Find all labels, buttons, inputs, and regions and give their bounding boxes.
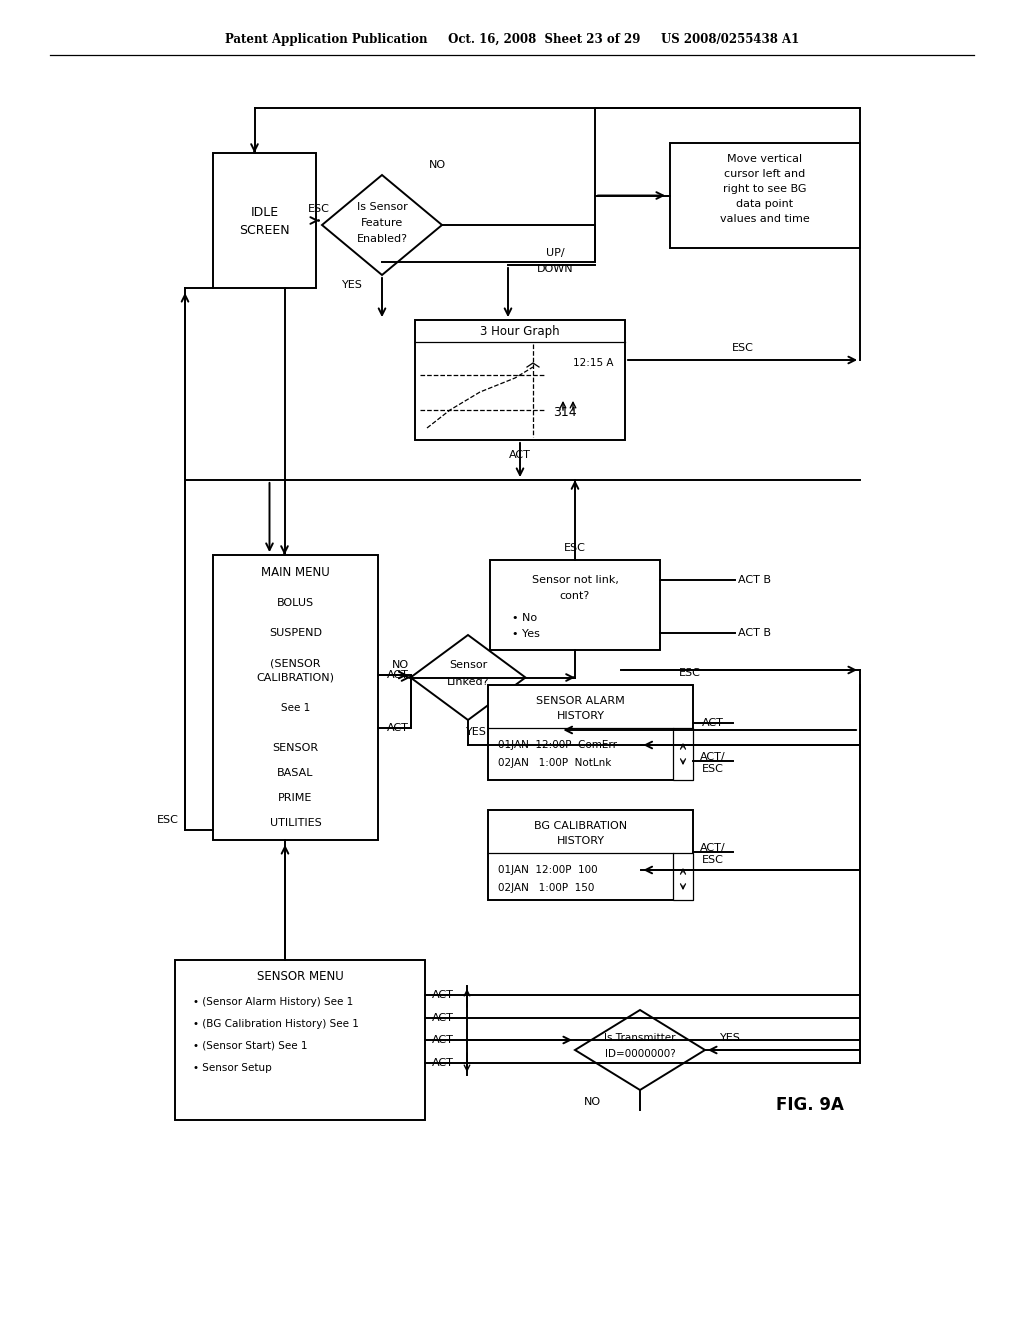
Text: ACT/: ACT/ xyxy=(700,843,726,853)
Text: ACT: ACT xyxy=(387,723,409,733)
Text: BG CALIBRATION: BG CALIBRATION xyxy=(534,821,627,832)
Text: ACT: ACT xyxy=(432,1035,454,1045)
Text: cursor left and: cursor left and xyxy=(724,169,806,180)
Text: ACT B: ACT B xyxy=(738,628,771,638)
Text: HISTORY: HISTORY xyxy=(556,836,604,846)
Bar xyxy=(488,810,693,900)
Text: 01JAN  12:00P  100: 01JAN 12:00P 100 xyxy=(498,865,598,875)
Text: Enabled?: Enabled? xyxy=(356,234,408,244)
Text: ESC: ESC xyxy=(157,814,179,825)
Text: ACT: ACT xyxy=(432,1012,454,1023)
Text: Sensor: Sensor xyxy=(449,660,487,671)
Text: MAIN MENU: MAIN MENU xyxy=(261,566,330,579)
Text: DOWN: DOWN xyxy=(537,264,573,275)
Text: YES: YES xyxy=(342,280,362,290)
Text: Patent Application Publication     Oct. 16, 2008  Sheet 23 of 29     US 2008/025: Patent Application Publication Oct. 16, … xyxy=(225,33,799,46)
Polygon shape xyxy=(411,635,525,719)
Bar xyxy=(673,729,693,780)
Bar xyxy=(175,960,425,1119)
Bar xyxy=(490,560,660,649)
Text: SENSOR ALARM: SENSOR ALARM xyxy=(537,696,625,706)
Text: (SENSOR: (SENSOR xyxy=(270,657,321,668)
Text: ACT: ACT xyxy=(387,671,409,680)
Text: • (BG Calibration History) See 1: • (BG Calibration History) See 1 xyxy=(193,1019,358,1030)
Text: ESC: ESC xyxy=(564,543,586,553)
Text: 01JAN  12:00P  ComErr: 01JAN 12:00P ComErr xyxy=(498,741,617,750)
Polygon shape xyxy=(322,176,442,275)
Text: ACT: ACT xyxy=(432,990,454,1001)
Text: ESC: ESC xyxy=(731,343,754,352)
Text: 02JAN   1:00P  150: 02JAN 1:00P 150 xyxy=(498,883,594,894)
Bar xyxy=(213,554,378,840)
Text: UP/: UP/ xyxy=(546,248,564,257)
Text: ESC: ESC xyxy=(702,855,724,865)
Text: • (Sensor Start) See 1: • (Sensor Start) See 1 xyxy=(193,1041,307,1051)
Text: SENSOR: SENSOR xyxy=(272,743,318,752)
Text: ID=0000000?: ID=0000000? xyxy=(604,1049,676,1059)
Text: BASAL: BASAL xyxy=(278,768,313,777)
Text: SUSPEND: SUSPEND xyxy=(269,628,322,638)
Text: right to see BG: right to see BG xyxy=(723,183,807,194)
Text: • Sensor Setup: • Sensor Setup xyxy=(193,1063,271,1073)
Text: YES: YES xyxy=(466,727,486,737)
Text: ACT/: ACT/ xyxy=(700,752,726,762)
Text: Feature: Feature xyxy=(360,218,403,228)
Text: • (Sensor Alarm History) See 1: • (Sensor Alarm History) See 1 xyxy=(193,997,353,1007)
Text: data point: data point xyxy=(736,199,794,209)
Text: CALIBRATION): CALIBRATION) xyxy=(256,673,335,682)
Text: See 1: See 1 xyxy=(281,704,310,713)
Text: • No: • No xyxy=(512,612,538,623)
Bar xyxy=(488,685,693,780)
Text: ACT: ACT xyxy=(432,1059,454,1068)
Text: ACT: ACT xyxy=(702,718,724,729)
Text: Sensor not link,: Sensor not link, xyxy=(531,576,618,585)
Text: NO: NO xyxy=(391,660,409,671)
Bar xyxy=(415,319,625,440)
Text: ESC: ESC xyxy=(679,668,701,678)
Text: ESC: ESC xyxy=(702,764,724,774)
Text: Is Transmitter: Is Transmitter xyxy=(604,1034,676,1043)
Text: PRIME: PRIME xyxy=(279,793,312,803)
Text: cont?: cont? xyxy=(560,591,590,601)
Text: Is Sensor: Is Sensor xyxy=(356,202,408,213)
Bar xyxy=(673,853,693,900)
Text: ACT B: ACT B xyxy=(738,576,771,585)
Text: values and time: values and time xyxy=(720,214,810,224)
Text: FIG. 9A: FIG. 9A xyxy=(776,1096,844,1114)
Text: ESC: ESC xyxy=(308,203,330,214)
Text: Move vertical: Move vertical xyxy=(727,154,803,164)
Text: SCREEN: SCREEN xyxy=(240,224,290,238)
Text: 3 Hour Graph: 3 Hour Graph xyxy=(480,326,560,338)
Text: NO: NO xyxy=(428,160,445,170)
Bar xyxy=(670,143,860,248)
Text: ACT: ACT xyxy=(509,450,530,459)
Text: HISTORY: HISTORY xyxy=(556,711,604,721)
Bar xyxy=(213,153,316,288)
Text: YES: YES xyxy=(720,1034,740,1043)
Text: UTILITIES: UTILITIES xyxy=(269,818,322,828)
Text: 02JAN   1:00P  NotLnk: 02JAN 1:00P NotLnk xyxy=(498,758,611,768)
Text: 314: 314 xyxy=(553,407,577,420)
Text: Linked?: Linked? xyxy=(446,677,489,686)
Text: SENSOR MENU: SENSOR MENU xyxy=(257,969,343,982)
Text: NO: NO xyxy=(584,1097,600,1107)
Text: BOLUS: BOLUS xyxy=(276,598,314,609)
Text: 12:15 A: 12:15 A xyxy=(573,358,613,368)
Polygon shape xyxy=(575,1010,705,1090)
Text: IDLE: IDLE xyxy=(251,206,279,219)
Text: • Yes: • Yes xyxy=(512,630,540,639)
